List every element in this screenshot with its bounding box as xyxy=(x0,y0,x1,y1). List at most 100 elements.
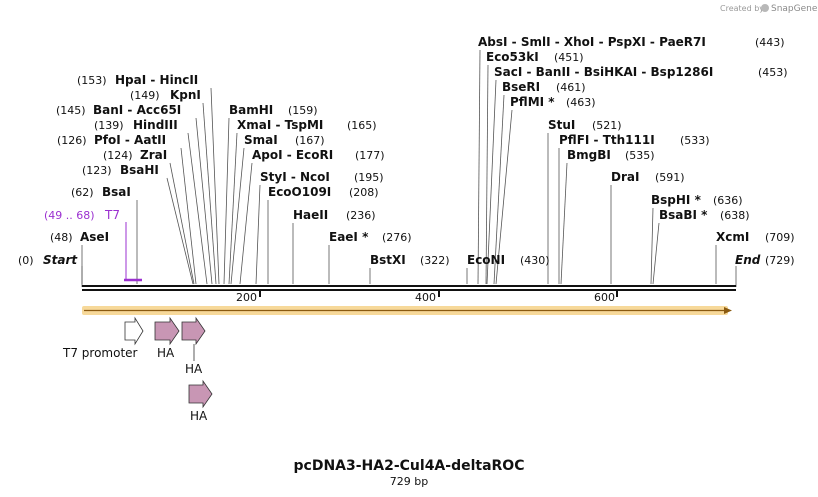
site-position-16: (276) xyxy=(382,231,412,244)
tick-400: 400 xyxy=(415,291,436,304)
site-leader-7 xyxy=(202,102,217,285)
ha-label-2: HA xyxy=(185,362,203,376)
t7-promoter-label: T7 promoter xyxy=(62,346,138,360)
site-leader-20 xyxy=(485,64,489,285)
site-position-26: (535) xyxy=(625,149,655,162)
t7-promoter-feature[interactable] xyxy=(124,316,144,346)
site-leader-9 xyxy=(223,117,230,285)
site-position-11: (167) xyxy=(295,134,325,147)
site-leader-19 xyxy=(477,49,481,285)
site-position-20: (451) xyxy=(554,51,584,64)
t7-primer-label: T7 xyxy=(104,208,120,222)
ha-label-1: HA xyxy=(157,346,175,360)
site-name-10[interactable]: XmaI - TspMI xyxy=(237,118,323,132)
site-name-12[interactable]: ApoI - EcoRI xyxy=(252,148,333,162)
site-name-16[interactable]: EaeI * xyxy=(329,230,369,244)
site-name-18[interactable]: EcoNI xyxy=(467,253,505,267)
site-name-22[interactable]: BseRI xyxy=(502,80,540,94)
site-position-9: (159) xyxy=(288,104,318,117)
site-leader-2 xyxy=(166,177,194,285)
site-position-6: (145) xyxy=(56,104,86,117)
site-position-19: (443) xyxy=(755,36,785,49)
site-leader-12 xyxy=(239,162,253,285)
start-label: Start xyxy=(43,253,78,267)
site-name-13[interactable]: StyI - NcoI xyxy=(260,170,330,184)
site-leader-10 xyxy=(228,132,238,285)
site-leader-22 xyxy=(493,94,505,285)
map-subtitle: 729 bp xyxy=(390,475,428,488)
site-name-0[interactable]: AseI xyxy=(80,230,109,244)
site-position-1: (62) xyxy=(71,186,94,199)
site-name-27[interactable]: DraI xyxy=(611,170,639,184)
site-position-29: (638) xyxy=(720,209,750,222)
site-name-7[interactable]: KpnI xyxy=(170,88,201,102)
site-name-19[interactable]: AbsI - SmlI - XhoI - PspXI - PaeR7I xyxy=(478,35,706,49)
site-name-24[interactable]: StuI xyxy=(548,118,575,132)
site-leader-8 xyxy=(210,87,220,285)
site-name-6[interactable]: BanI - Acc65I xyxy=(93,103,181,117)
site-position-14: (208) xyxy=(349,186,379,199)
site-name-29[interactable]: BsaBI * xyxy=(659,208,708,222)
site-position-21: (453) xyxy=(758,66,788,79)
site-name-3[interactable]: ZraI xyxy=(140,148,167,162)
site-leader-23 xyxy=(495,109,513,285)
site-leader-6 xyxy=(195,117,213,285)
site-name-17[interactable]: BstXI xyxy=(370,253,406,267)
site-name-20[interactable]: Eco53kI xyxy=(486,50,539,64)
start-position: (0) xyxy=(18,254,34,267)
site-name-14[interactable]: EcoO109I xyxy=(268,185,331,199)
site-name-2[interactable]: BsaHI xyxy=(120,163,159,177)
credit-brand: SnapGene xyxy=(771,4,818,14)
site-position-4: (126) xyxy=(57,134,87,147)
site-position-12: (177) xyxy=(355,149,385,162)
t7-primer-range: (49 .. 68) xyxy=(44,209,95,222)
end-position: (729) xyxy=(765,254,795,267)
orf-arrow[interactable] xyxy=(82,306,732,315)
site-name-30[interactable]: XcmI xyxy=(716,230,749,244)
site-position-13: (195) xyxy=(354,171,384,184)
site-leader-lines xyxy=(81,49,717,285)
map-title: pcDNA3-HA2-Cul4A-deltaROC xyxy=(294,458,525,474)
tick-200: 200 xyxy=(236,291,257,304)
site-name-23[interactable]: PflMI * xyxy=(510,95,555,109)
site-name-4[interactable]: PfoI - AatII xyxy=(94,133,166,147)
site-labels: AseI (48) BsaI (62) BsaHI (123) ZraI (124) PfoI … xyxy=(50,35,795,267)
site-name-15[interactable]: HaeII xyxy=(293,208,328,222)
site-position-18: (430) xyxy=(520,254,550,267)
site-name-21[interactable]: SacI - BanII - BsiHKAI - Bsp1286I xyxy=(494,65,713,79)
site-leader-5 xyxy=(187,132,208,285)
site-leader-26 xyxy=(560,162,568,285)
site-name-25[interactable]: PflFI - Tth111I xyxy=(559,133,655,147)
ha-feature-2[interactable] xyxy=(181,316,206,346)
ha-feature-3[interactable] xyxy=(188,379,213,409)
site-leader-11 xyxy=(230,147,245,285)
site-position-3: (124) xyxy=(103,149,133,162)
credit-prefix: Created by xyxy=(720,4,764,13)
site-position-5: (139) xyxy=(94,119,124,132)
site-leader-29 xyxy=(652,222,660,285)
site-name-5[interactable]: HindIII xyxy=(133,118,178,132)
site-position-24: (521) xyxy=(592,119,622,132)
tick-600: 600 xyxy=(594,291,615,304)
ruler: 200 400 600 xyxy=(236,290,618,304)
site-name-11[interactable]: SmaI xyxy=(244,133,278,147)
site-position-15: (236) xyxy=(346,209,376,222)
site-position-22: (461) xyxy=(556,81,586,94)
site-leader-4 xyxy=(180,147,197,285)
site-name-28[interactable]: BspHI * xyxy=(651,193,702,207)
ha-label-3: HA xyxy=(190,409,208,423)
site-name-8[interactable]: HpaI - HincII xyxy=(115,73,198,87)
site-position-23: (463) xyxy=(566,96,596,109)
site-position-28: (636) xyxy=(713,194,743,207)
end-label: End xyxy=(735,253,761,267)
site-position-0: (48) xyxy=(50,231,73,244)
site-leader-13 xyxy=(255,184,261,285)
site-name-1[interactable]: BsaI xyxy=(102,185,131,199)
snapgene-logo-icon xyxy=(761,4,769,12)
site-position-2: (123) xyxy=(82,164,112,177)
ha-feature-1[interactable] xyxy=(154,316,180,346)
site-position-7: (149) xyxy=(130,89,160,102)
site-name-9[interactable]: BamHI xyxy=(229,103,273,117)
site-position-17: (322) xyxy=(420,254,450,267)
site-name-26[interactable]: BmgBI xyxy=(567,148,611,162)
